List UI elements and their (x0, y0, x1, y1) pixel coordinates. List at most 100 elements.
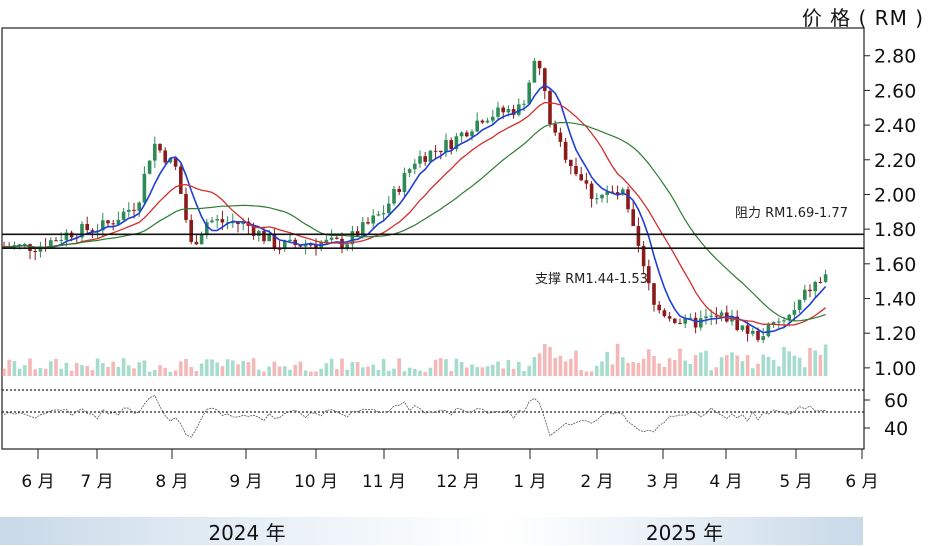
month-label: 9 月 (229, 472, 262, 492)
candle-body (106, 220, 110, 224)
candle-body (33, 250, 37, 252)
volume-bar (693, 355, 698, 376)
month-label: 12 月 (436, 472, 480, 492)
volume-bar (147, 371, 152, 376)
volume-bar (527, 365, 531, 376)
candle-body (303, 244, 308, 247)
volume-bar (303, 370, 308, 376)
candle-body (678, 322, 682, 324)
volume-bar (7, 359, 11, 376)
candle-body (797, 299, 802, 311)
volume-bar (397, 358, 401, 376)
candle-body (142, 173, 147, 203)
volume-bar (439, 358, 443, 376)
volume-bar (168, 371, 173, 376)
candle-body (288, 239, 292, 242)
volume-bar (792, 355, 797, 376)
month-label: 5 月 (779, 472, 812, 492)
candle-body (439, 150, 443, 153)
volume-bar (543, 344, 547, 376)
candle-body (491, 116, 495, 121)
candle-body (433, 150, 438, 152)
volume-bar (485, 366, 490, 376)
volume-bar (631, 361, 635, 376)
candle-body (407, 169, 412, 173)
ma-mid-line (3, 101, 826, 326)
candle-body (813, 281, 817, 292)
volume-bar (751, 368, 755, 376)
volume-bar (532, 357, 537, 376)
candle-body (496, 107, 500, 117)
candle-body (111, 223, 115, 225)
volume-bar (272, 361, 277, 376)
candle-body (465, 132, 469, 137)
candle-body (59, 239, 63, 241)
candle-body (615, 192, 620, 195)
volume-bar (283, 366, 287, 376)
volume-bar (761, 354, 765, 376)
volume-bar (23, 365, 27, 376)
volume-bar (574, 350, 578, 376)
candle-body (595, 198, 599, 200)
volume-bar (667, 358, 672, 376)
volume-bar (652, 356, 656, 376)
candle-body (402, 172, 407, 193)
volume-bar (288, 369, 292, 376)
candle-body (147, 160, 152, 174)
candle-body (771, 321, 776, 325)
volume-bar (600, 361, 604, 376)
month-label: 11 月 (362, 472, 406, 492)
candle-body (329, 237, 334, 240)
volume-bar (95, 358, 100, 376)
candle-body (38, 246, 43, 252)
candle-body (501, 107, 505, 113)
candle-body (397, 188, 401, 193)
volume-bar (231, 360, 235, 376)
volume-bar (506, 359, 511, 376)
candle-body (683, 317, 687, 324)
volume-bar (678, 348, 682, 376)
price-tick-label: 1.40 (874, 289, 916, 311)
candle-body (657, 304, 661, 311)
candle-body (454, 136, 459, 150)
volume-bar (626, 362, 630, 376)
candle-body (116, 219, 121, 225)
candle-body (423, 156, 427, 162)
volume-bar (267, 366, 271, 376)
volume-bar (205, 359, 209, 376)
candle-body (49, 240, 53, 248)
month-label: 8 月 (155, 472, 188, 492)
candle-body (662, 310, 667, 317)
volume-bar (371, 364, 375, 376)
volume-bar (366, 366, 370, 376)
candle-body (449, 140, 453, 150)
candle-body (387, 203, 391, 214)
candle-body (589, 183, 594, 199)
candle-body (761, 336, 765, 340)
volume-bar (766, 356, 771, 376)
candle-body (262, 231, 266, 242)
candle-body (189, 219, 193, 242)
volume-bar (475, 367, 479, 376)
volume-bar (579, 369, 583, 376)
volume-bar (699, 352, 703, 376)
volume-bar (80, 365, 84, 376)
volume-bar (387, 370, 391, 376)
volume-bar (548, 346, 552, 376)
volume-bar (480, 367, 485, 376)
month-label: 7 月 (80, 472, 113, 492)
candle-body (23, 244, 27, 246)
volume-bar (179, 361, 183, 376)
rsi-tick-label: 60 (884, 390, 908, 412)
candle-body (823, 274, 828, 282)
candle-body (745, 325, 750, 334)
month-label: 6 月 (21, 472, 54, 492)
volume-bar (433, 359, 438, 376)
volume-bar (407, 367, 412, 376)
candle-body (563, 141, 568, 160)
volume-bar (725, 355, 729, 376)
volume-bar (309, 371, 313, 376)
candle-body (64, 232, 69, 240)
volume-bar (246, 361, 251, 376)
volume-bar (823, 344, 828, 376)
